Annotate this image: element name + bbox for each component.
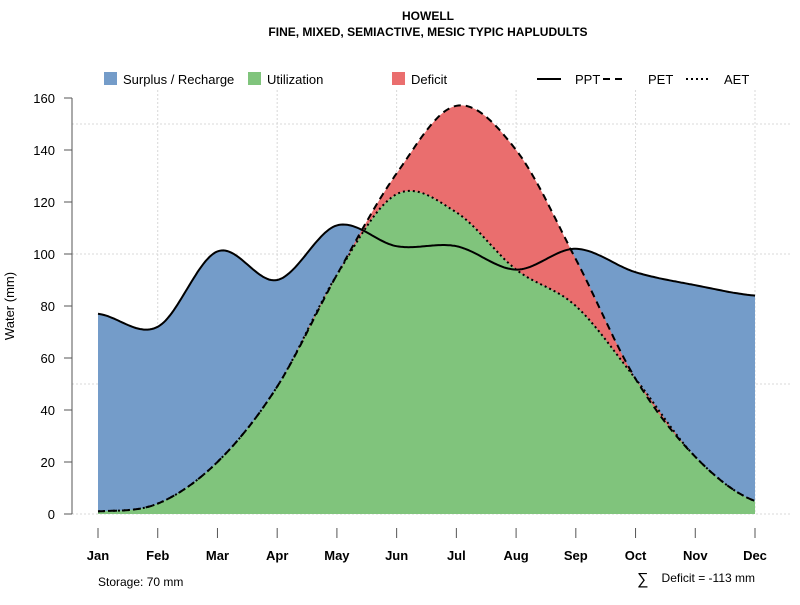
y-axis: 0 20 40 60 80 100 120 140 160 (33, 91, 73, 522)
y-tick-label: 100 (33, 247, 55, 262)
x-tick-label: Feb (146, 548, 169, 563)
y-tick-label: 140 (33, 143, 55, 158)
deficit-sum-symbol: ∑ (637, 571, 648, 588)
y-tick-label: 20 (41, 455, 55, 470)
legend-label-ppt: PPT (575, 72, 600, 87)
x-tick-label: Nov (683, 548, 708, 563)
series-line-aet (97, 189, 756, 513)
legend-label-aet: AET (724, 72, 749, 87)
y-tick-label: 0 (48, 507, 55, 522)
x-axis: Jan Feb Mar Apr May Jun Jul Aug Sep Oct Nov Dec (87, 528, 767, 563)
legend-label-deficit: Deficit (411, 72, 448, 87)
legend-label-pet: PET (648, 72, 673, 87)
y-tick-label: 40 (41, 403, 55, 418)
legend-swatch-utilization (248, 72, 261, 85)
legend: Surplus / Recharge Utilization Deficit P… (104, 72, 749, 87)
area-deficit (98, 105, 755, 512)
x-tick-label: May (324, 548, 350, 563)
chart-subtitle: FINE, MIXED, SEMIACTIVE, MESIC TYPIC HAP… (268, 25, 587, 39)
series-line-ppt (97, 223, 756, 331)
x-tick-label: Oct (625, 548, 647, 563)
x-tick-label: Sep (564, 548, 588, 563)
x-tick-label: Aug (503, 548, 528, 563)
legend-label-utilization: Utilization (267, 72, 323, 87)
x-tick-label: Dec (743, 548, 767, 563)
y-tick-label: 60 (41, 351, 55, 366)
legend-swatch-surplus (104, 72, 117, 85)
deficit-annotation: Deficit = -113 mm (662, 571, 755, 585)
y-tick-label: 160 (33, 91, 55, 106)
y-axis-label: Water (mm) (2, 272, 17, 340)
x-tick-label: Jan (87, 548, 109, 563)
area-utilization (98, 190, 755, 514)
legend-swatch-deficit (392, 72, 405, 85)
x-tick-label: Mar (206, 548, 229, 563)
x-tick-label: Jul (447, 548, 466, 563)
x-tick-label: Jun (385, 548, 408, 563)
legend-label-surplus: Surplus / Recharge (123, 72, 234, 87)
lines (97, 104, 756, 513)
y-tick-label: 80 (41, 299, 55, 314)
storage-annotation: Storage: 70 mm (98, 575, 183, 589)
areas (98, 105, 755, 514)
y-tick-label: 120 (33, 195, 55, 210)
chart-title: HOWELL (402, 9, 454, 23)
x-tick-label: Apr (266, 548, 288, 563)
